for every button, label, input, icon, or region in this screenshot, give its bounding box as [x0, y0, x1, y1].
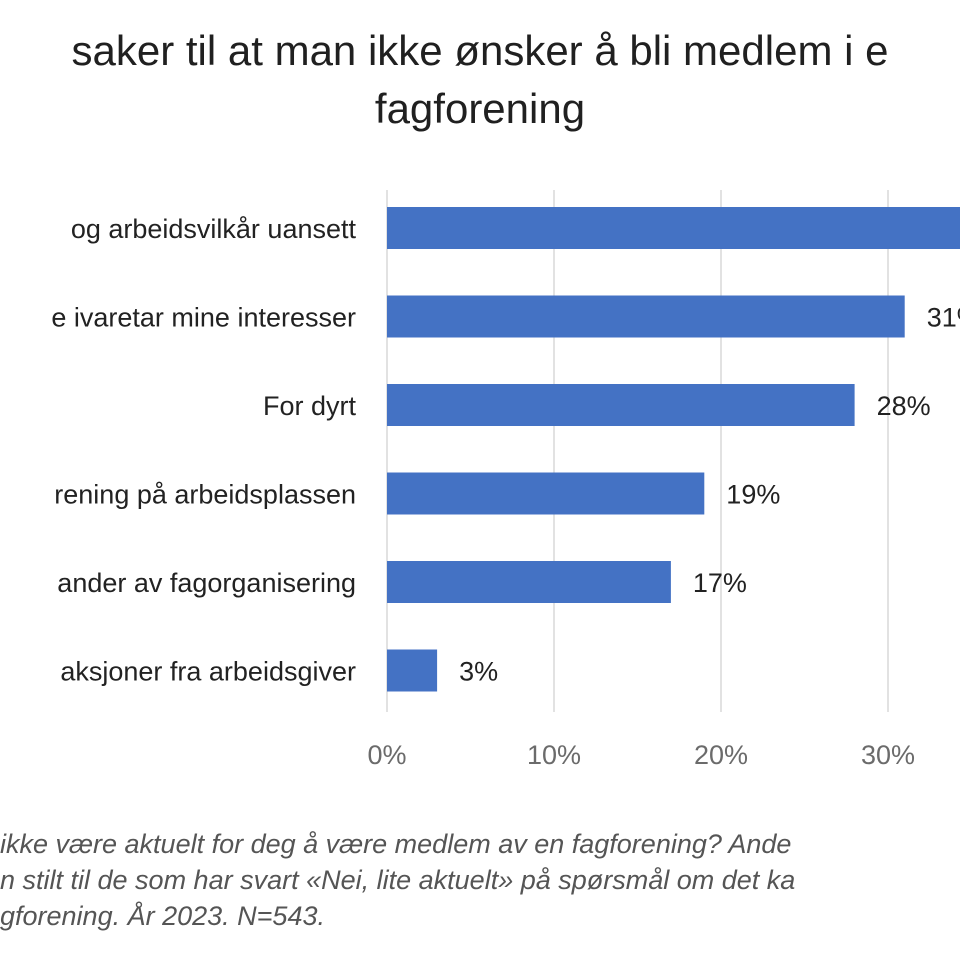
chart-title-line-2: fagforening: [374, 85, 586, 132]
x-tick-label: 0%: [367, 740, 406, 770]
x-tick-label: 10%: [527, 740, 581, 770]
bar-chart: 0% 10% 20% 30% og arbeidsvilkår uansett e iva…: [51, 190, 960, 770]
bar: [387, 295, 905, 338]
chart-title-line-1: saker til at man ikke ønsker å bli medle…: [71, 27, 889, 74]
footnote-line-1: ikke være aktuelt for deg å være medlem …: [0, 829, 792, 859]
x-tick-label: 20%: [694, 740, 748, 770]
category-label: rening på arbeidsplassen: [54, 480, 356, 510]
footnote: ikke være aktuelt for deg å være medlem …: [0, 826, 960, 934]
category-label: e ivaretar mine interesser: [51, 303, 356, 333]
footnote-line-3: gforening. År 2023. N=543.: [0, 901, 325, 931]
bar: [387, 472, 705, 515]
data-label: 19%: [726, 480, 780, 510]
category-label: ander av fagorganisering: [57, 568, 356, 598]
footnote-line-2: n stilt til de som har svart «Nei, lite …: [0, 865, 796, 895]
category-label: For dyrt: [263, 391, 357, 421]
chart-title: saker til at man ikke ønsker å bli medle…: [0, 22, 960, 138]
category-label: og arbeidsvilkår uansett: [71, 214, 357, 244]
data-label: 31%: [927, 303, 960, 333]
bar: [387, 561, 671, 603]
bar: [387, 207, 960, 249]
bar: [387, 649, 438, 692]
bar: [387, 384, 855, 426]
category-label: aksjoner fra arbeidsgiver: [60, 657, 356, 687]
data-label: 17%: [693, 568, 747, 598]
data-label: 3%: [459, 657, 498, 687]
data-label: 28%: [877, 391, 931, 421]
x-tick-label: 30%: [861, 740, 915, 770]
